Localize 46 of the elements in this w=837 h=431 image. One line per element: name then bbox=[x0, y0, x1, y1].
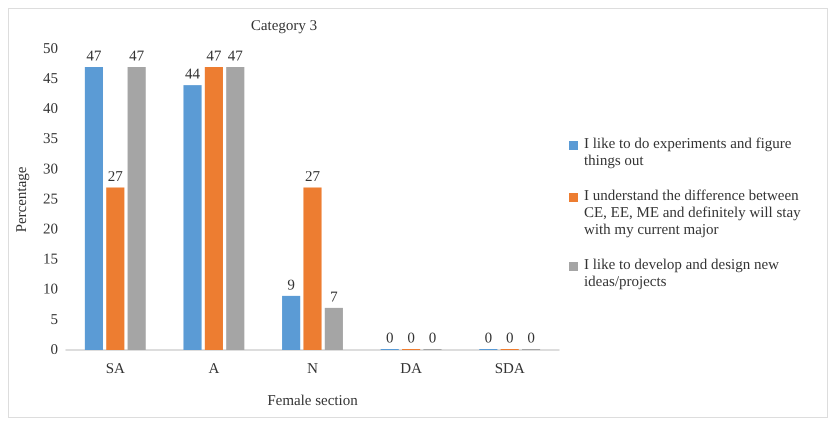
bar bbox=[84, 67, 104, 350]
x-tick-label: A bbox=[208, 360, 220, 377]
x-tick-label: N bbox=[307, 360, 318, 377]
y-tick-label: 0 bbox=[50, 342, 58, 358]
data-label: 0 bbox=[484, 330, 492, 346]
y-tick-label: 25 bbox=[43, 191, 58, 208]
y-tick-label: 10 bbox=[43, 282, 58, 298]
data-label: 0 bbox=[506, 330, 514, 346]
x-tick-label: SDA bbox=[494, 360, 525, 377]
chart-title: Category 3 bbox=[250, 18, 318, 34]
legend-label: I like to do experiments and figure things out bbox=[584, 136, 792, 170]
y-tick-label: 5 bbox=[50, 312, 58, 328]
bar bbox=[324, 308, 343, 350]
legend-label: I like to develop and design new ideas/projects bbox=[584, 256, 780, 290]
data-label: 0 bbox=[407, 330, 415, 346]
bar bbox=[128, 67, 146, 350]
y-tick-label: 40 bbox=[43, 101, 58, 118]
y-tick-label: 15 bbox=[43, 252, 58, 268]
bar bbox=[183, 85, 202, 350]
data-label: 47 bbox=[206, 48, 222, 64]
data-label: 0 bbox=[527, 330, 535, 346]
data-label: 27 bbox=[305, 168, 320, 185]
data-label: 0 bbox=[386, 330, 394, 346]
x-axis-title: Female section bbox=[267, 392, 358, 409]
y-tick-label: 20 bbox=[43, 222, 58, 238]
data-label: 44 bbox=[185, 66, 201, 83]
bar bbox=[226, 67, 244, 350]
bar bbox=[106, 187, 124, 350]
y-tick-label: 35 bbox=[43, 131, 58, 148]
x-tick-label: DA bbox=[400, 360, 422, 377]
data-label: 47 bbox=[86, 48, 102, 64]
bar bbox=[282, 296, 300, 350]
data-label: 0 bbox=[428, 330, 436, 346]
y-tick-label: 45 bbox=[43, 71, 58, 88]
data-label: 47 bbox=[129, 48, 145, 64]
data-label: 7 bbox=[330, 289, 338, 306]
bar bbox=[204, 67, 223, 350]
x-tick-label: SA bbox=[106, 360, 126, 377]
data-label: 9 bbox=[287, 277, 295, 294]
bar bbox=[303, 187, 322, 350]
y-tick-label: 30 bbox=[43, 161, 58, 178]
data-label: 27 bbox=[108, 168, 124, 185]
legend-label: I understand the difference between CE, EE, ME and definitely will stay with my current major bbox=[584, 188, 802, 238]
data-label: 47 bbox=[228, 48, 244, 64]
y-axis-title: Percentage bbox=[14, 166, 30, 232]
y-tick-label: 50 bbox=[43, 40, 58, 57]
